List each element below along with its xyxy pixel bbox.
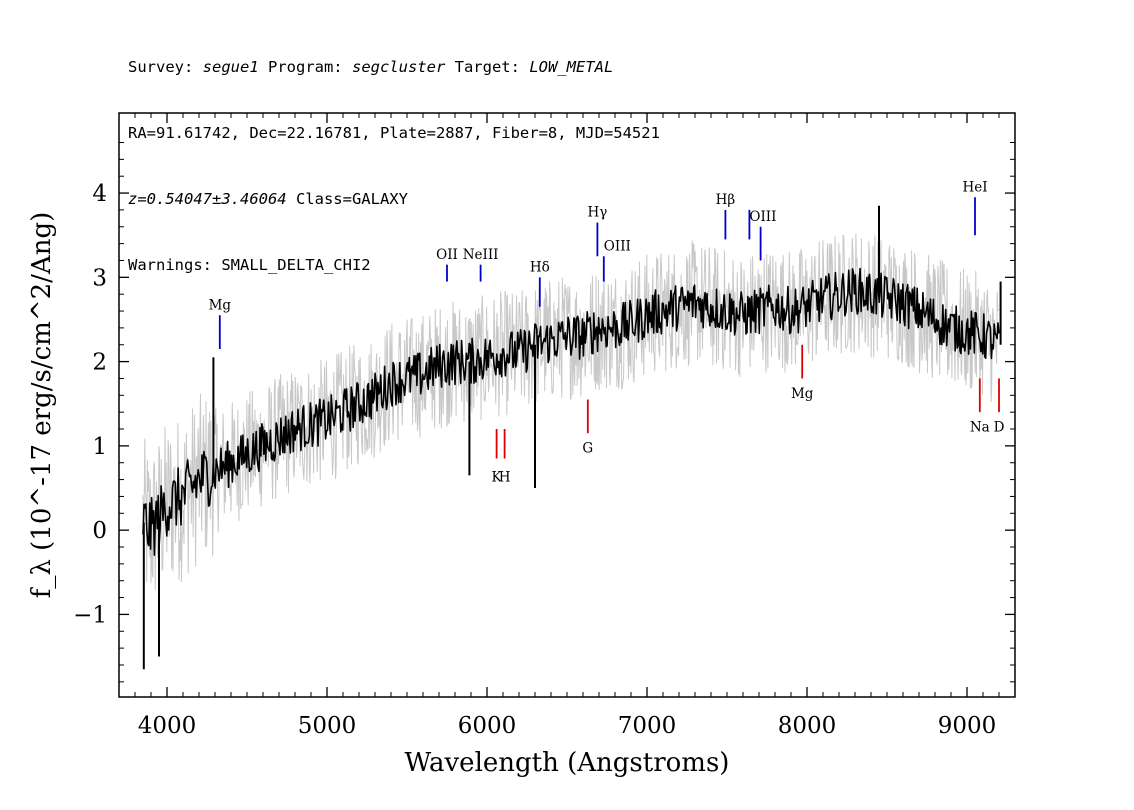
x-tick-label: 9000 xyxy=(938,713,997,739)
spectrum-header: Survey: segue1 Program: segcluster Targe… xyxy=(128,12,660,298)
x-tick-label: 6000 xyxy=(458,713,517,739)
program-value: segcluster xyxy=(351,58,446,76)
header-line-3: z=0.54047±3.46064 Class=GALAXY xyxy=(128,188,660,210)
line-marker-label: NeIII xyxy=(463,247,499,263)
target-value: LOW_METAL xyxy=(529,58,614,76)
y-tick-label: 0 xyxy=(92,518,107,544)
line-marker-label: K xyxy=(492,469,503,485)
target-label: Target: xyxy=(445,58,530,76)
y-tick-label: 2 xyxy=(92,350,107,376)
line-marker-label: Mg xyxy=(209,297,232,313)
header-line-1: Survey: segue1 Program: segcluster Targe… xyxy=(128,56,660,78)
line-marker-label: HeI xyxy=(962,179,987,195)
x-tick-label: 7000 xyxy=(618,713,677,739)
y-tick-label: 1 xyxy=(92,434,107,460)
line-marker-label: H xyxy=(499,469,511,485)
line-marker-label: OIII xyxy=(749,209,776,225)
plot-frame xyxy=(118,112,1016,698)
header-line-2: RA=91.61742, Dec=22.16781, Plate=2887, F… xyxy=(128,124,660,142)
line-marker-label: OII xyxy=(436,247,458,263)
line-marker-label: G xyxy=(582,441,593,457)
y-tick-label: 4 xyxy=(92,181,107,207)
x-tick-label: 5000 xyxy=(298,713,357,739)
line-marker-layer: Mg OII NeIII Hδ Hγ OIII Hβ OIII HeI KH G Mg Na D xyxy=(209,179,1005,485)
y-tick-label: 3 xyxy=(92,265,107,291)
class-value: Class=GALAXY xyxy=(286,190,408,208)
x-tick-label: 4000 xyxy=(138,713,197,739)
line-marker-label: OIII xyxy=(604,238,631,254)
line-marker-label: Hβ xyxy=(716,192,736,208)
program-label: Program: xyxy=(258,58,352,76)
x-axis-title: Wavelength (Angstroms) xyxy=(405,748,730,778)
tick-layer: 4000 5000 6000 7000 8000 9000 −1 0 1 2 3 4 xyxy=(73,113,1016,739)
line-marker-label: Hδ xyxy=(530,259,550,275)
survey-label: Survey: xyxy=(128,58,203,76)
line-marker-label: Na xyxy=(970,420,990,436)
redshift-value: z=0.54047±3.46064 xyxy=(128,190,287,208)
y-tick-label: −1 xyxy=(73,602,107,628)
x-tick-label: 8000 xyxy=(778,713,837,739)
line-marker-label: Hγ xyxy=(587,205,607,221)
survey-value: segue1 xyxy=(202,58,259,76)
header-line-4: Warnings: SMALL_DELTA_CHI2 xyxy=(128,256,371,274)
y-axis-title: f_λ (10^-17 erg/s/cm^2/Ang) xyxy=(27,212,57,598)
series-layer xyxy=(142,205,1002,670)
line-marker-label: D xyxy=(994,420,1005,436)
flux-series xyxy=(142,267,1000,556)
line-marker-label: Mg xyxy=(791,386,814,402)
